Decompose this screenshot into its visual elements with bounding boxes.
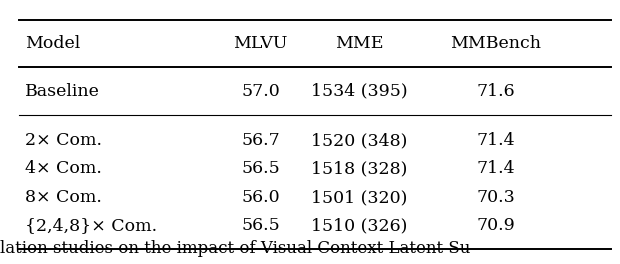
Text: 56.0: 56.0 [241,189,280,206]
Text: 70.9: 70.9 [477,218,515,234]
Text: 1510 (326): 1510 (326) [311,218,408,234]
Text: 2× Com.: 2× Com. [25,132,102,149]
Text: 70.3: 70.3 [477,189,515,206]
Text: 71.4: 71.4 [477,132,515,149]
Text: 56.7: 56.7 [241,132,280,149]
Text: 1518 (328): 1518 (328) [311,161,408,177]
Text: {2,4,8}× Com.: {2,4,8}× Com. [25,218,157,234]
Text: MMBench: MMBench [451,35,541,52]
Text: 4× Com.: 4× Com. [25,161,102,177]
Text: 1520 (348): 1520 (348) [311,132,408,149]
Text: 57.0: 57.0 [241,83,280,100]
Text: lation studies on the impact of Visual Context Latent Su: lation studies on the impact of Visual C… [0,241,471,257]
Text: 56.5: 56.5 [241,218,280,234]
Text: Model: Model [25,35,80,52]
Text: 71.4: 71.4 [477,161,515,177]
Text: 1501 (320): 1501 (320) [311,189,408,206]
Text: 71.6: 71.6 [477,83,515,100]
Text: MME: MME [335,35,384,52]
Text: 1534 (395): 1534 (395) [311,83,408,100]
Text: MLVU: MLVU [233,35,288,52]
Text: 8× Com.: 8× Com. [25,189,102,206]
Text: Baseline: Baseline [25,83,100,100]
Text: 56.5: 56.5 [241,161,280,177]
